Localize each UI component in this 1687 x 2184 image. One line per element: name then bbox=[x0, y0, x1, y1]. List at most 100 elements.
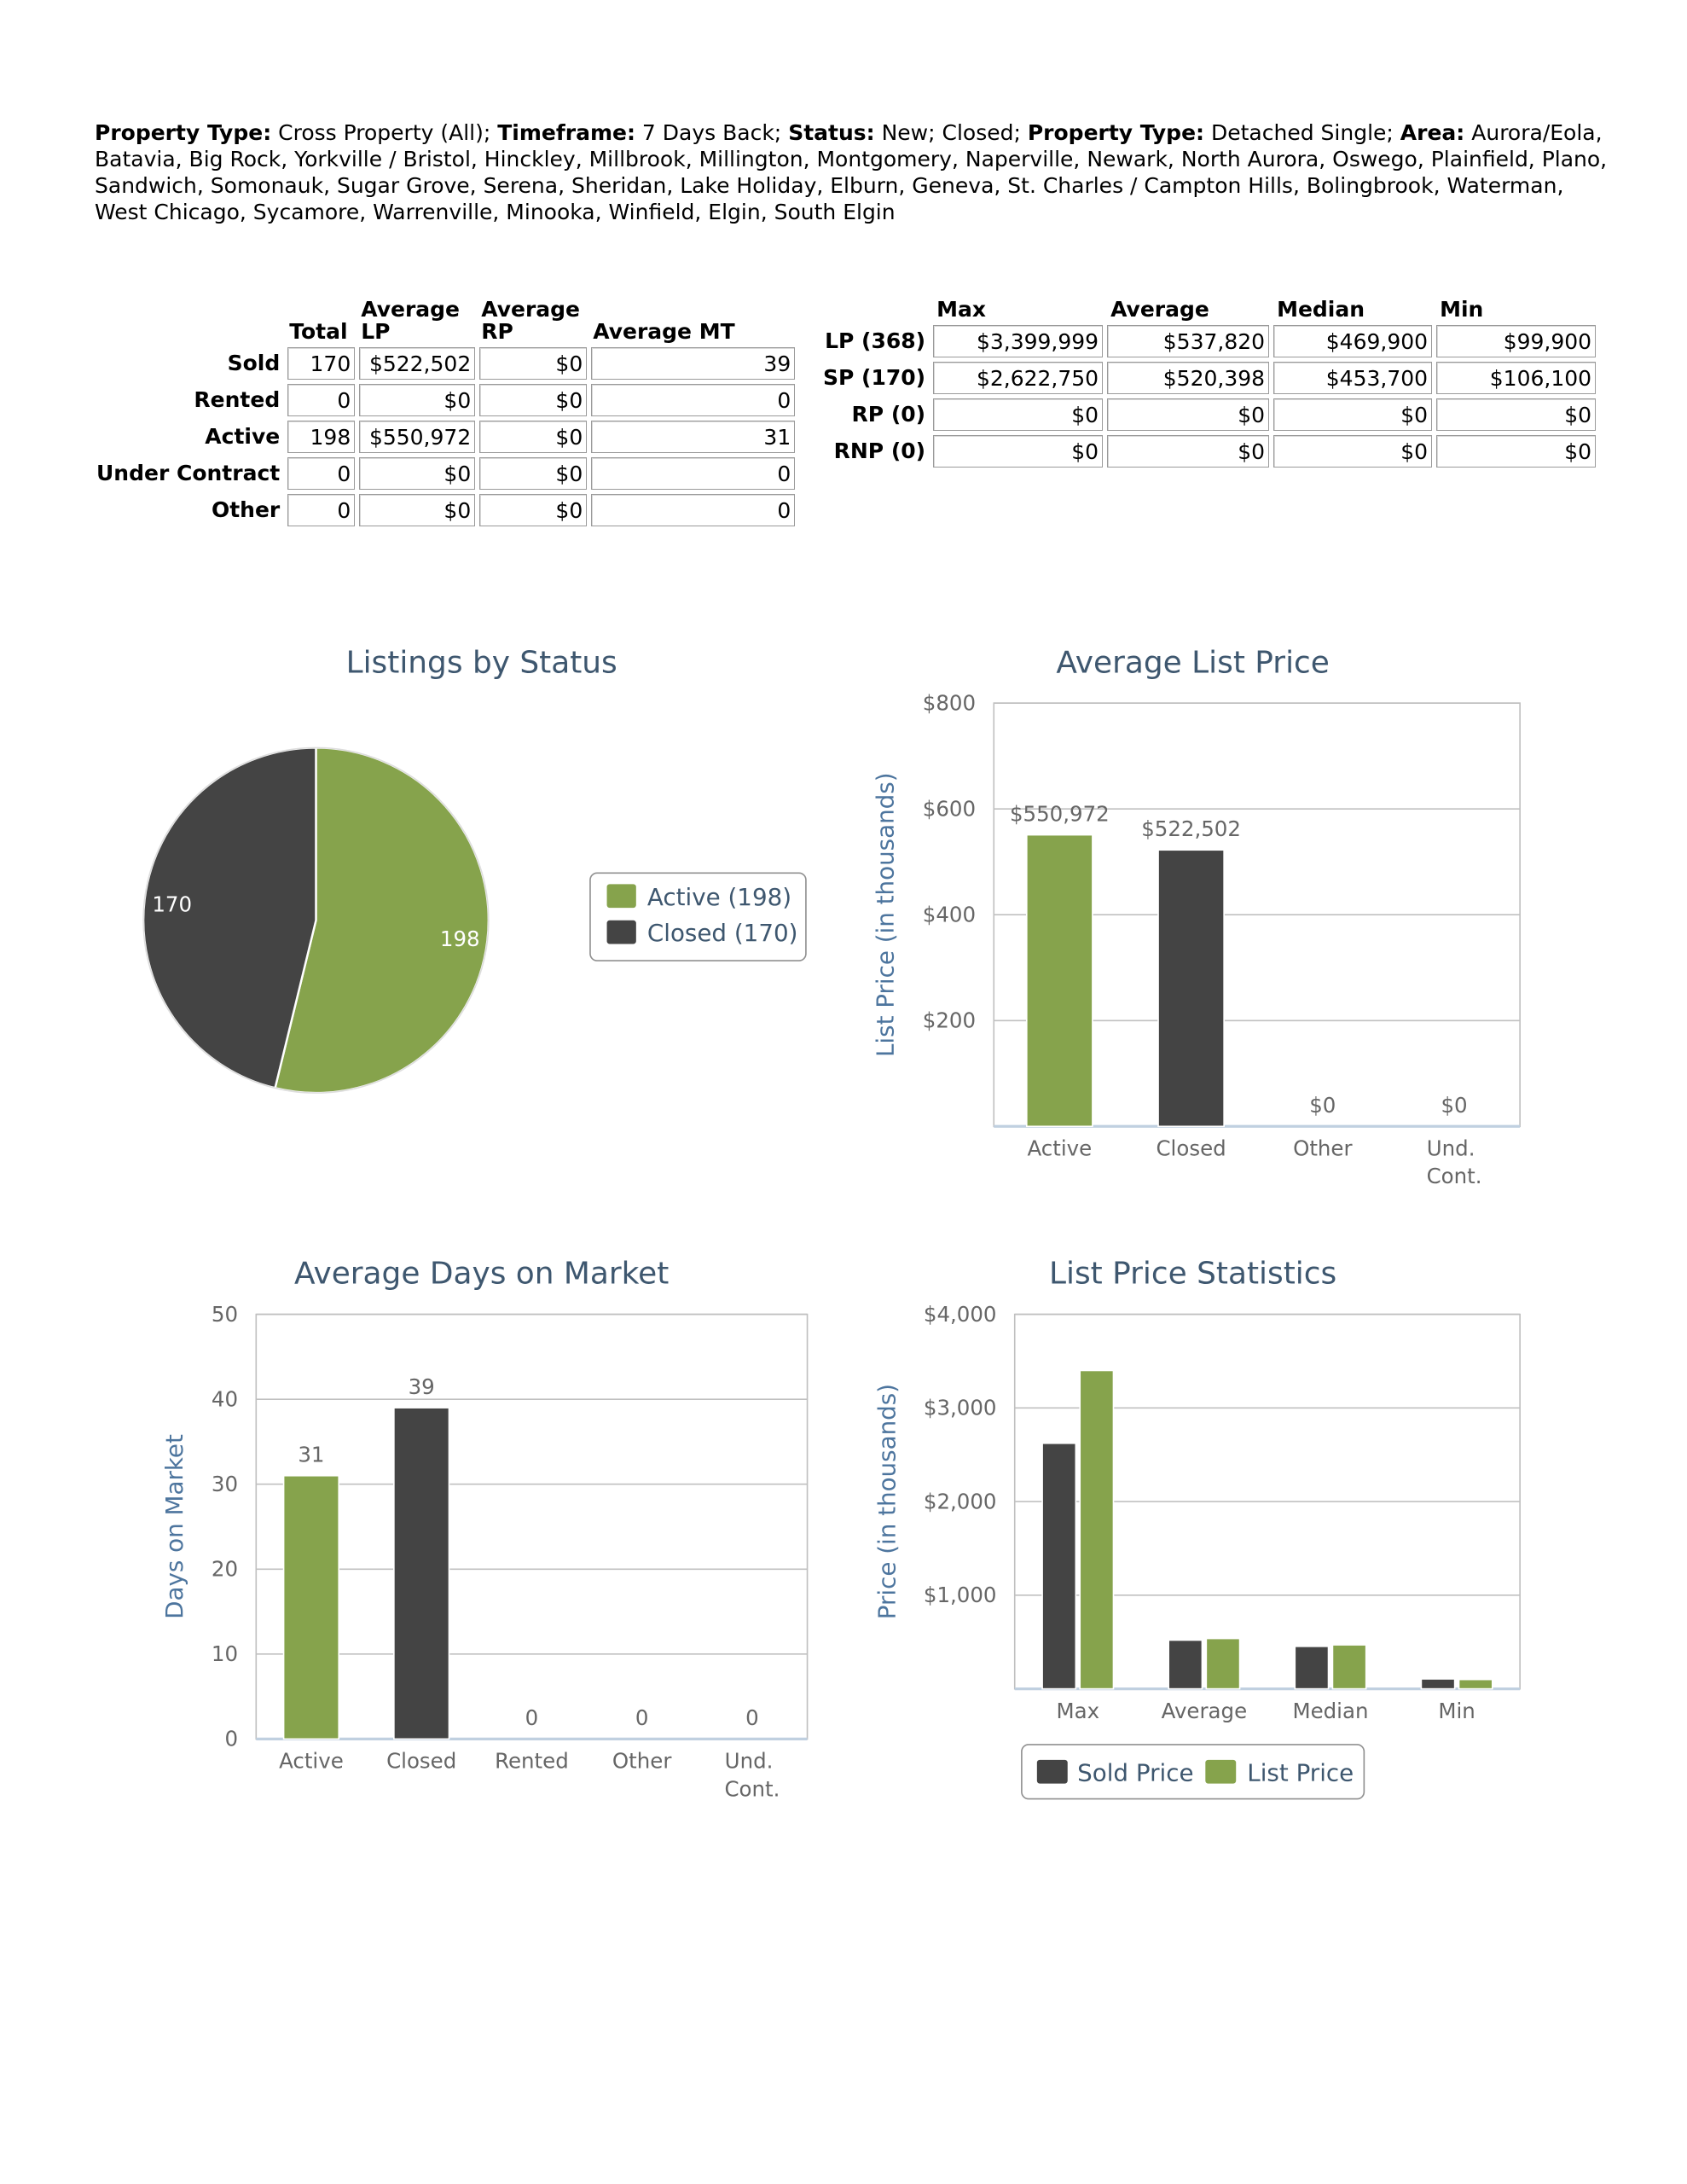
y-tick-label: 20 bbox=[212, 1556, 238, 1581]
data-label: 170 bbox=[152, 892, 192, 916]
legend-swatch bbox=[606, 920, 636, 944]
table-cell: $106,100 bbox=[1436, 362, 1597, 394]
table-row: RP (0) $0 $0 $0 $0 bbox=[821, 398, 1597, 431]
table-cell: $0 bbox=[1273, 435, 1433, 468]
y-tick-label: $800 bbox=[923, 690, 976, 715]
data-label: $550,972 bbox=[1010, 801, 1110, 826]
y-tick-label: 10 bbox=[212, 1641, 238, 1666]
table-row: Active 198 $550,972 $0 31 bbox=[95, 421, 796, 453]
y-tick-label: 40 bbox=[212, 1386, 238, 1411]
row-header: LP (368) bbox=[825, 328, 926, 353]
data-label: $0 bbox=[1309, 1093, 1336, 1118]
legend-swatch bbox=[1205, 1759, 1237, 1784]
table-cell: $0 bbox=[1436, 398, 1597, 431]
report-criteria: Property Type: Cross Property (All); Tim… bbox=[95, 119, 1613, 225]
table-cell: $0 bbox=[479, 347, 588, 380]
y-tick-label: 0 bbox=[224, 1727, 238, 1751]
header-row: Total Average LP Average RP Average MT bbox=[95, 299, 795, 343]
y-tick-label: 30 bbox=[212, 1472, 238, 1496]
x-tick-label: Median bbox=[1292, 1699, 1368, 1723]
table-cell: $453,700 bbox=[1273, 362, 1433, 394]
criteria-value: Aurora/Eola, Batavia, Big Rock, Yorkvill… bbox=[95, 120, 1608, 224]
legend-swatch bbox=[1036, 1759, 1068, 1784]
bar bbox=[1331, 1644, 1367, 1690]
x-tick-label: Min bbox=[1438, 1699, 1475, 1723]
bar bbox=[1205, 1637, 1241, 1690]
y-axis-title: List Price (in thousands) bbox=[872, 772, 900, 1057]
x-tick-label: Und. Cont. bbox=[724, 1749, 780, 1802]
row-header: RNP (0) bbox=[833, 439, 926, 463]
criteria-value: 7 Days Back; bbox=[641, 120, 782, 145]
criteria-label: Timeframe: bbox=[497, 120, 635, 145]
corner-cell bbox=[821, 299, 929, 321]
row-header: Active bbox=[205, 424, 281, 449]
chart-title: List Price Statistics bbox=[1049, 1257, 1336, 1292]
table-cell: $537,820 bbox=[1107, 325, 1270, 357]
table-cell: 0 bbox=[591, 457, 796, 490]
table-row: SP (170) $2,622,750 $520,398 $453,700 $106,1… bbox=[821, 362, 1597, 394]
chart-title: Average List Price bbox=[1056, 645, 1330, 680]
bar bbox=[1157, 849, 1225, 1128]
row-header: Under Contract bbox=[96, 461, 281, 485]
y-tick-label: $3,000 bbox=[924, 1396, 997, 1420]
bar bbox=[1168, 1639, 1203, 1690]
x-tick-label: Max bbox=[1056, 1699, 1099, 1723]
x-tick-label: Other bbox=[612, 1749, 672, 1774]
label-line: Und. bbox=[1427, 1136, 1482, 1161]
row-header: Sold bbox=[227, 351, 281, 375]
row-header: Other bbox=[211, 497, 281, 522]
table-row: RNP (0) $0 $0 $0 $0 bbox=[821, 435, 1597, 468]
criteria-label: Property Type: bbox=[1027, 120, 1205, 145]
table-cell: $2,622,750 bbox=[933, 362, 1104, 394]
data-label: 0 bbox=[525, 1705, 539, 1730]
table-row: Under Contract 0 $0 $0 0 bbox=[95, 457, 796, 490]
column-header: Median bbox=[1277, 297, 1365, 322]
criteria-value: Cross Property (All); bbox=[278, 120, 491, 145]
data-label: 39 bbox=[409, 1374, 435, 1399]
data-label: 0 bbox=[635, 1705, 649, 1730]
x-tick-label: Average bbox=[1162, 1699, 1247, 1723]
status-summary-table: Total Average LP Average RP Average MT Sold 1… bbox=[90, 294, 799, 531]
bar bbox=[282, 1474, 340, 1740]
table-row: Other 0 $0 $0 0 bbox=[95, 494, 796, 526]
table-cell: 198 bbox=[287, 421, 356, 453]
legend-label: List Price bbox=[1247, 1758, 1354, 1786]
y-tick-label: $2,000 bbox=[924, 1489, 997, 1513]
table-cell: 0 bbox=[287, 457, 356, 490]
x-tick-label: Und. Cont. bbox=[1427, 1136, 1482, 1189]
table-cell: $0 bbox=[933, 435, 1104, 468]
legend-swatch bbox=[606, 884, 636, 909]
bar bbox=[393, 1407, 450, 1740]
table-cell: $0 bbox=[1107, 398, 1270, 431]
legend-label: Sold Price bbox=[1077, 1758, 1193, 1786]
table-cell: 0 bbox=[591, 384, 796, 416]
table-cell: $550,972 bbox=[359, 421, 476, 453]
table-cell: 39 bbox=[591, 347, 796, 380]
table-cell: $0 bbox=[479, 384, 588, 416]
bar bbox=[1458, 1678, 1493, 1690]
row-header: SP (170) bbox=[823, 365, 926, 390]
column-header: Average MT bbox=[593, 319, 735, 344]
y-tick-label: $4,000 bbox=[924, 1302, 997, 1327]
table-cell: $99,900 bbox=[1436, 325, 1597, 357]
column-header: Min bbox=[1440, 297, 1484, 322]
y-axis-title: Days on Market bbox=[160, 1434, 188, 1619]
table-cell: $0 bbox=[359, 494, 476, 526]
legend-box bbox=[589, 872, 807, 961]
table-cell: $0 bbox=[1107, 435, 1270, 468]
legend-box bbox=[1021, 1744, 1365, 1800]
x-tick-label: Closed bbox=[1156, 1136, 1226, 1161]
x-tick-label: Other bbox=[1293, 1136, 1353, 1161]
data-label: 198 bbox=[440, 926, 480, 951]
label-line: Cont. bbox=[724, 1776, 780, 1801]
table-cell: 170 bbox=[287, 347, 356, 380]
criteria-value: New; Closed; bbox=[881, 120, 1021, 145]
table-cell: $0 bbox=[933, 398, 1104, 431]
column-header: Max bbox=[936, 297, 986, 322]
bar bbox=[1294, 1646, 1330, 1690]
legend-label: Active (198) bbox=[647, 883, 791, 911]
x-tick-label: Closed bbox=[386, 1749, 456, 1774]
table-cell: $0 bbox=[359, 384, 476, 416]
